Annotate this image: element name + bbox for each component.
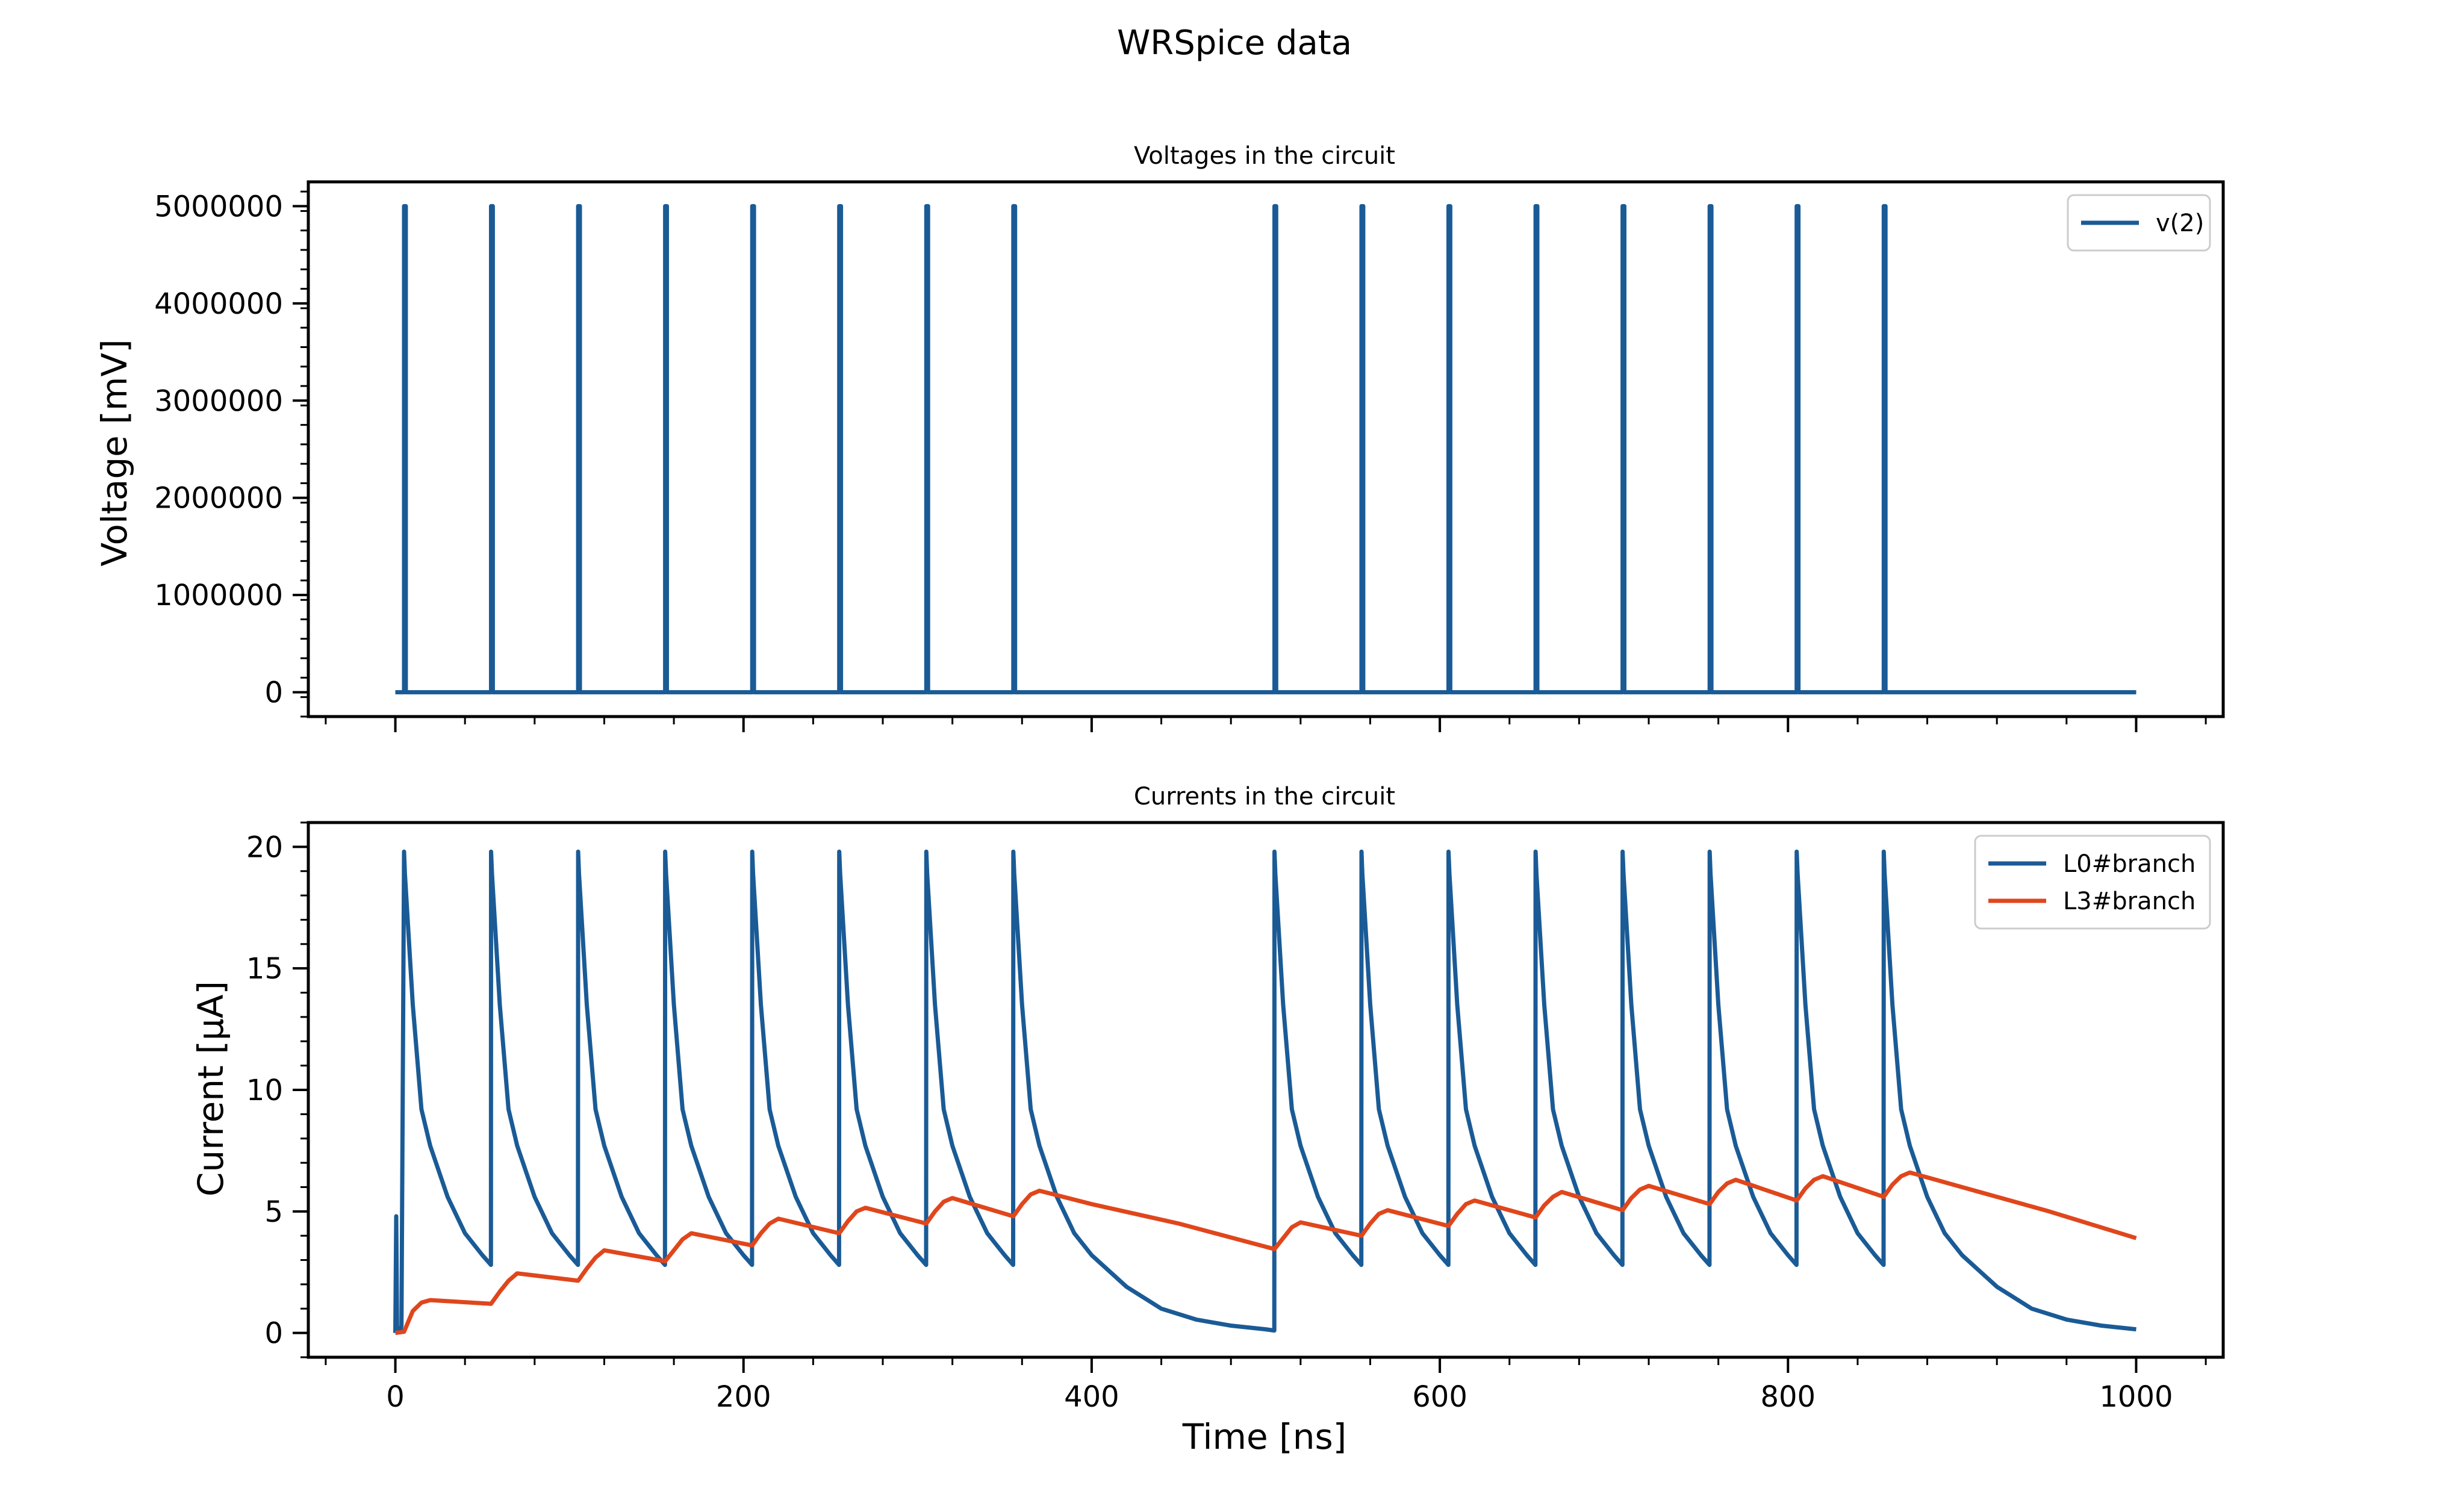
- current-series: [393, 849, 2137, 1336]
- current-x-tick-label: 0: [386, 1380, 405, 1414]
- voltage-legend: v(2): [2067, 194, 2211, 252]
- voltage-y-tick-label: 3000000: [154, 384, 283, 418]
- voltage-y-tick-label: 1000000: [154, 579, 283, 612]
- current-y-tick-label: 5: [264, 1195, 283, 1229]
- time-x-axis-label: Time [ns]: [1182, 1416, 1347, 1457]
- voltage-series: [395, 204, 2136, 695]
- current-x-tick-label: 1000: [2099, 1380, 2173, 1414]
- current-x-tick-label: 800: [1760, 1380, 1816, 1414]
- current-y-axis-label: Current [μA]: [190, 981, 231, 1196]
- current-y-tick-label: 10: [246, 1074, 283, 1107]
- current-y-tick-label: 20: [246, 830, 283, 864]
- series-line-l3-branch: [395, 1170, 2137, 1336]
- voltage-plot-frame: [307, 180, 2225, 718]
- voltage-panel: Voltages in the circuit Voltage [mV] 0 10…: [94, 142, 2225, 732]
- series-line-v-2: [395, 204, 2136, 695]
- legend-label-l0-branch: L0#branch: [2063, 850, 2195, 878]
- current-plot-frame: [307, 821, 2225, 1359]
- current-x-tick-label: 600: [1412, 1380, 1467, 1414]
- voltage-y-tick-label: 2000000: [154, 482, 283, 515]
- voltage-y-tick-label: 4000000: [154, 287, 283, 321]
- current-panel-title: Currents in the circuit: [1134, 783, 1395, 810]
- voltage-y-tick-label: 0: [264, 676, 283, 710]
- series-line-l0-branch: [393, 849, 2136, 1333]
- current-y-tick-label: 15: [246, 952, 283, 986]
- current-legend-box: [1974, 835, 2211, 930]
- voltage-panel-title: Voltages in the circuit: [1134, 142, 1395, 170]
- current-legend: L0#branch L3#branch: [1974, 835, 2211, 930]
- current-x-tick-label: 400: [1064, 1380, 1119, 1414]
- voltage-y-tick-label: 5000000: [154, 190, 283, 223]
- current-x-tick-label: 200: [716, 1380, 771, 1414]
- current-y-tick-label: 0: [264, 1317, 283, 1351]
- legend-label-l3-branch: L3#branch: [2063, 888, 2195, 915]
- figure-title: WRSpice data: [1117, 23, 1352, 63]
- voltage-y-axis-label: Voltage [mV]: [94, 339, 135, 566]
- legend-label-v-2: v(2): [2156, 210, 2204, 237]
- current-panel: Currents in the circuit Current [μA] Tim…: [190, 783, 2225, 1457]
- voltage-axis-ticks: 0 1000000 2000000 3000000 4000000 5000000: [154, 190, 2207, 732]
